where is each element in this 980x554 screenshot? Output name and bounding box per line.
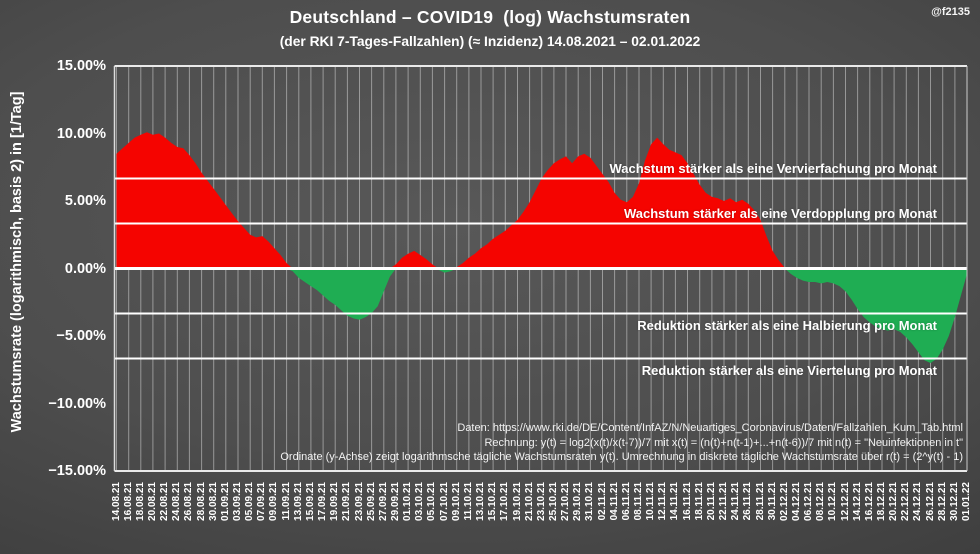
reference-line-label: Wachstum stärker als eine Vervierfachung…: [609, 161, 937, 176]
x-tick-label: 14.11.21: [669, 482, 681, 521]
x-tick-label: 31.10.21: [584, 482, 596, 521]
x-tick-label: 10.12.21: [827, 482, 839, 521]
x-tick-label: 02.11.21: [596, 482, 608, 521]
source-line: Daten: https://www.rki.de/DE/Content/Inf…: [457, 422, 963, 434]
x-tick-label: 05.09.21: [244, 482, 256, 521]
x-tick-label: 27.10.21: [560, 482, 571, 521]
x-tick-label: 23.09.21: [353, 482, 365, 521]
x-tick-label: 17.09.21: [317, 482, 329, 521]
x-tick-label: 01.10.21: [402, 482, 414, 521]
x-tick-label: 06.11.21: [620, 482, 632, 521]
x-tick-label: 22.11.21: [718, 482, 729, 521]
reference-line-label: Reduktion stärker als eine Viertelung pr…: [641, 362, 937, 378]
x-tick-label: 07.09.21: [256, 482, 268, 521]
x-tick-label: 19.10.21: [511, 482, 523, 521]
source-footnote: Daten: https://www.rki.de/DE/Content/Inf…: [280, 421, 963, 465]
x-tick-label: 24.11.21: [730, 482, 742, 521]
reference-line-label: Reduktion stärker als eine Halbierung pr…: [637, 317, 937, 333]
x-tick-label: 23.10.21: [535, 482, 547, 521]
source-line: Ordinate (y-Achse) zeigt logarithmsche t…: [280, 451, 963, 463]
x-tick-label: 27.09.21: [377, 482, 389, 521]
x-tick-label: 21.10.21: [523, 482, 535, 521]
x-tick-label: 03.10.21: [414, 482, 426, 521]
x-tick-label: 26.11.21: [742, 482, 754, 521]
x-tick-label: 14.12.21: [851, 482, 863, 521]
watermark-handle: @f2135: [931, 6, 970, 18]
x-tick-label: 11.09.21: [280, 482, 292, 521]
x-tick-label: 03.09.21: [232, 482, 243, 521]
x-tick-label: 15.10.21: [487, 482, 499, 521]
x-tick-label: 22.08.21: [159, 482, 171, 521]
x-tick-label: 18.12.21: [876, 482, 887, 521]
y-tick-label: 10.00%: [56, 125, 106, 142]
x-tick-label: 14.08.21: [110, 482, 122, 521]
y-tick-label: 5.00%: [64, 193, 106, 209]
x-tick-label: 10.11.21: [645, 482, 657, 521]
x-tick-label: 26.12.21: [924, 482, 936, 521]
y-tick-label: 15.00%: [56, 58, 106, 74]
growth-area-negative: [116, 268, 967, 363]
x-tick-label: 08.11.21: [633, 482, 644, 521]
x-tick-label: 05.10.21: [426, 482, 438, 521]
y-tick-label: −15.00%: [48, 463, 106, 479]
x-tick-label: 12.11.21: [657, 482, 669, 521]
x-tick-label: 28.08.21: [195, 482, 207, 521]
chart-subtitle: (der RKI 7-Tages-Fallzahlen) (≈ Inzidenz…: [279, 34, 701, 49]
x-tick-label: 20.12.21: [888, 482, 900, 521]
x-tick-label: 17.10.21: [499, 482, 511, 521]
growth-area-positive: [116, 132, 967, 269]
x-tick-label: 15.09.21: [304, 482, 316, 521]
x-tick-label: 04.11.21: [608, 482, 620, 521]
x-tick-label: 25.10.21: [547, 482, 559, 521]
y-tick-label: 0.00%: [64, 260, 106, 277]
x-tick-label: 07.10.21: [438, 482, 450, 521]
y-tick-label: −10.00%: [48, 395, 106, 412]
x-tick-label: 28.11.21: [754, 482, 766, 521]
x-tick-label: 01.09.21: [219, 482, 231, 521]
x-tick-label: 11.10.21: [462, 482, 474, 521]
x-tick-label: 30.12.21: [948, 482, 960, 521]
x-tick-label: 20.08.21: [146, 482, 158, 521]
x-tick-label: 21.09.21: [341, 482, 353, 521]
x-tick-label: 02.12.21: [778, 482, 790, 521]
x-tick-label: 24.08.21: [171, 482, 183, 521]
x-tick-label: 13.10.21: [475, 482, 486, 521]
x-tick-label: 18.08.21: [134, 482, 146, 521]
x-tick-label: 28.12.21: [936, 482, 948, 521]
reference-line-label: Wachstum stärker als eine Verdopplung pr…: [623, 206, 937, 221]
x-tick-label: 16.12.21: [863, 482, 875, 521]
x-tick-label: 16.11.21: [681, 482, 693, 521]
x-tick-label: 30.08.21: [207, 482, 219, 521]
x-tick-label: 25.09.21: [365, 482, 377, 521]
x-tick-label: 24.12.21: [912, 482, 924, 521]
x-tick-label: 20.11.21: [705, 482, 717, 521]
x-tick-label: 18.11.21: [693, 482, 705, 521]
x-tick-label: 19.09.21: [329, 482, 341, 521]
x-tick-label: 08.12.21: [815, 482, 827, 521]
x-tick-label: 16.08.21: [122, 482, 134, 521]
source-line: Rechnung: y(t) = log2(x(t)/x(t-7))/7 mit…: [484, 436, 963, 449]
y-tick-label: −5.00%: [56, 328, 106, 344]
x-tick-label: 06.12.21: [803, 482, 814, 521]
x-tick-label: 13.09.21: [292, 482, 304, 521]
x-tick-label: 29.10.21: [572, 482, 584, 521]
x-tick-label: 26.08.21: [183, 482, 195, 521]
x-tick-label: 09.09.21: [268, 482, 280, 521]
x-tick-label: 30.11.21: [766, 482, 778, 521]
x-tick-label: 09.10.21: [450, 482, 462, 521]
x-tick-label: 22.12.21: [900, 482, 912, 521]
x-tick-label: 01.01.22: [961, 482, 972, 521]
x-tick-label: 29.09.21: [389, 482, 401, 521]
x-tick-label: 04.12.21: [790, 482, 802, 521]
chart-title: Deutschland – COVID19 (log) Wachstumsrat…: [289, 7, 691, 27]
x-tick-label: 12.12.21: [839, 482, 851, 521]
